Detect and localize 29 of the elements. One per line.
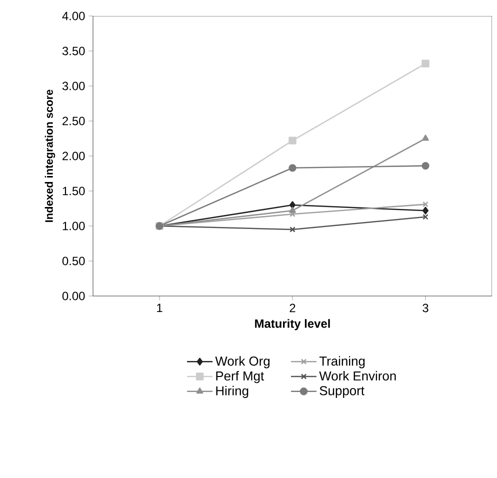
point: [289, 206, 296, 213]
legend-label: Hiring: [216, 386, 248, 398]
point: [288, 136, 296, 144]
point: [290, 226, 296, 232]
y-tick-label: 2.00: [62, 152, 85, 160]
point: [288, 164, 296, 172]
y-tick-label: 4.00: [62, 12, 85, 20]
legend-label: Training: [319, 356, 365, 368]
point: [422, 60, 430, 68]
x-axis-title: Maturity level: [255, 319, 330, 330]
x-tick-label: 1: [157, 304, 162, 312]
legend-label: Perf Mgt: [216, 371, 264, 384]
y-tick-label: 1.50: [62, 186, 85, 196]
point: [422, 134, 429, 141]
y-tick-label: 1.00: [62, 222, 85, 230]
x-tick-label: 2: [290, 304, 296, 312]
legend-label: Work Org: [215, 356, 270, 368]
point: [422, 206, 429, 214]
legend-label: Support: [320, 386, 364, 398]
y-axis-title: Indexed integration score: [44, 90, 56, 222]
y-tick-label: 0.50: [62, 256, 85, 266]
point: [289, 201, 296, 209]
x-tick-label: 3: [422, 304, 428, 312]
y-tick-label: 0.00: [62, 292, 85, 300]
y-tick-label: 3.50: [62, 46, 85, 56]
legend-label: Work Environ: [319, 371, 396, 381]
y-tick-label: 3.00: [62, 82, 85, 90]
point: [422, 162, 430, 170]
y-tick-label: 2.50: [62, 116, 85, 126]
